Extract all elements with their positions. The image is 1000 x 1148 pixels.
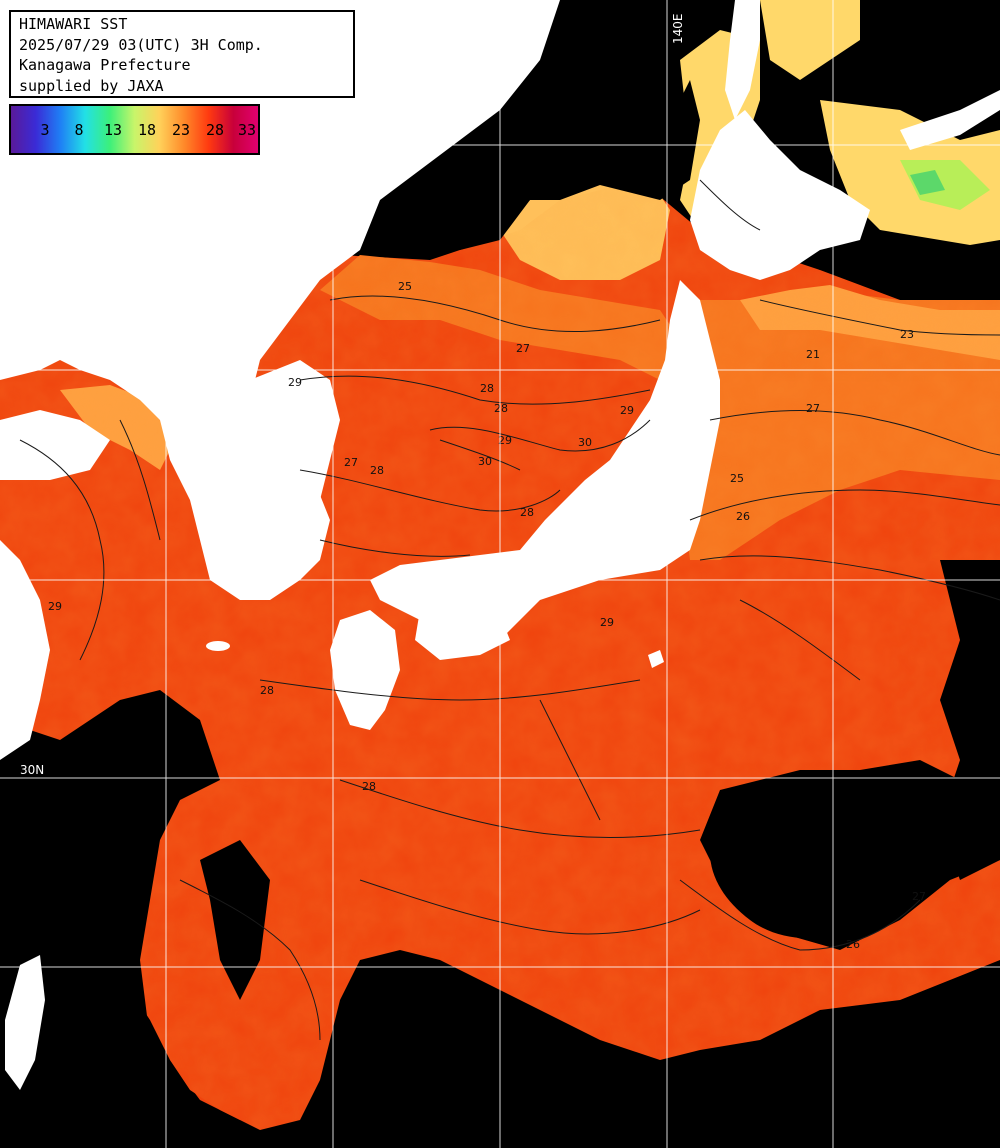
no-data-east-edge: [940, 560, 1000, 880]
contour-label: 27: [344, 456, 358, 469]
contour-label: 26: [736, 510, 750, 523]
grid-label-140e: 140E: [671, 14, 685, 45]
land-small-island: [400, 125, 430, 160]
contour-label: 25: [730, 472, 744, 485]
grid-label-40n: 40N: [14, 355, 38, 369]
title-line-prefecture: Kanagawa Prefecture: [19, 56, 191, 74]
contour-label: 25: [398, 280, 412, 293]
land-shikoku: [415, 605, 510, 660]
legend-label: 13: [103, 121, 123, 139]
contour-label: 28: [370, 464, 384, 477]
legend-label: 3: [40, 121, 50, 139]
contour-labels: 25 27 28 29 30 28 29 30 29 28 27 25 26 2…: [48, 280, 926, 951]
contour-label: 27: [516, 342, 530, 355]
no-data-typhoon-eye: [710, 773, 906, 939]
sst-contours: [19, 179, 1000, 1041]
color-legend: 3 8 13 18 23 28 33: [9, 104, 260, 155]
legend-label: 28: [205, 121, 225, 139]
contour-label: 29: [288, 376, 302, 389]
contour-label: 29: [600, 616, 614, 629]
land-korea-peninsula: [210, 360, 340, 590]
contour-label: 28: [520, 506, 534, 519]
title-box: HIMAWARI SST 2025/07/29 03(UTC) 3H Comp.…: [9, 10, 355, 98]
no-data-south-strip: [200, 840, 270, 1000]
contour-label: 27: [806, 402, 820, 415]
title-line-product: HIMAWARI SST: [19, 15, 128, 33]
land-jeju: [206, 641, 230, 651]
legend-label: 33: [237, 121, 257, 139]
land-kuril: [900, 90, 1000, 150]
contour-label: 30: [578, 436, 592, 449]
legend-labels: 3 8 13 18 23 28 33: [11, 121, 258, 141]
legend-label: 23: [171, 121, 191, 139]
contour-label: 28: [260, 684, 274, 697]
contour-label: 23: [900, 328, 914, 341]
legend-gradient-bar: [11, 106, 258, 153]
grid-label-30n: 30N: [20, 763, 44, 777]
contour-label: 30: [478, 455, 492, 468]
no-data-southwest: [0, 690, 220, 1148]
legend-label: 18: [137, 121, 157, 139]
title-line-supplier: supplied by JAXA: [19, 76, 164, 95]
land-hokkaido: [690, 110, 870, 280]
land-honshu: [370, 280, 720, 640]
land-kyushu: [330, 610, 400, 730]
contour-label: 28: [494, 402, 508, 415]
sea-surface-cold-okhotsk-2: [910, 170, 945, 195]
land-shandong: [0, 410, 110, 480]
contour-label: 26: [846, 938, 860, 951]
contour-label: 28: [362, 780, 376, 793]
contour-label: 27: [912, 890, 926, 903]
contour-label: 28: [480, 382, 494, 395]
sea-surface-cool-kuril: [760, 0, 860, 80]
contour-label: 21: [806, 348, 820, 361]
land-china-coast: [0, 540, 50, 760]
land-taiwan: [5, 955, 45, 1090]
land-izu-island: [648, 650, 664, 668]
legend-label: 8: [74, 121, 84, 139]
land-sakhalin: [725, 0, 760, 120]
title-line-datetime: 2025/07/29 03(UTC) 3H Comp.: [19, 35, 263, 54]
contour-label: 29: [498, 434, 512, 447]
contour-label: 29: [48, 600, 62, 613]
contour-label: 29: [620, 404, 634, 417]
